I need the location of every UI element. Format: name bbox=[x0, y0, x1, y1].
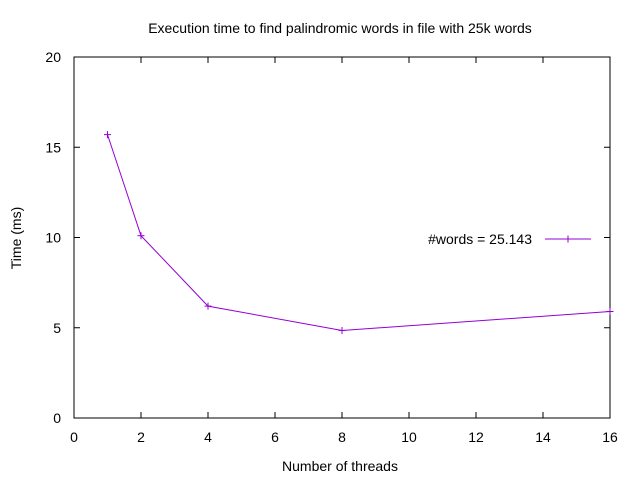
x-tick-label: 8 bbox=[338, 429, 346, 445]
x-tick-label: 2 bbox=[137, 429, 145, 445]
y-tick-label: 0 bbox=[53, 410, 61, 426]
x-tick-label: 14 bbox=[535, 429, 551, 445]
y-tick-label: 10 bbox=[45, 230, 61, 246]
x-tick-label: 6 bbox=[271, 429, 279, 445]
y-tick-label: 20 bbox=[45, 49, 61, 65]
legend: #words = 25.143 bbox=[428, 231, 591, 247]
data-point bbox=[104, 131, 111, 139]
legend-marker bbox=[564, 235, 572, 243]
x-tick-label: 16 bbox=[602, 429, 618, 445]
chart-title: Execution time to find palindromic words… bbox=[148, 20, 532, 36]
x-axis-ticks: 0 2 4 6 8 10 12 14 16 bbox=[70, 57, 618, 445]
data-point bbox=[137, 232, 145, 240]
data-point bbox=[204, 302, 212, 310]
x-tick-label: 10 bbox=[401, 429, 417, 445]
series-layer bbox=[104, 131, 614, 334]
y-tick-label: 5 bbox=[53, 320, 61, 336]
x-tick-label: 0 bbox=[70, 429, 78, 445]
legend-label: #words = 25.143 bbox=[428, 231, 532, 247]
x-tick-label: 4 bbox=[204, 429, 212, 445]
y-axis-ticks: 0 5 10 15 20 bbox=[45, 49, 610, 426]
x-axis-label: Number of threads bbox=[282, 458, 398, 474]
data-point bbox=[606, 308, 614, 316]
x-tick-label: 12 bbox=[468, 429, 484, 445]
y-tick-label: 15 bbox=[45, 139, 61, 155]
data-point bbox=[338, 326, 346, 334]
y-axis-label: Time (ms) bbox=[8, 207, 24, 269]
